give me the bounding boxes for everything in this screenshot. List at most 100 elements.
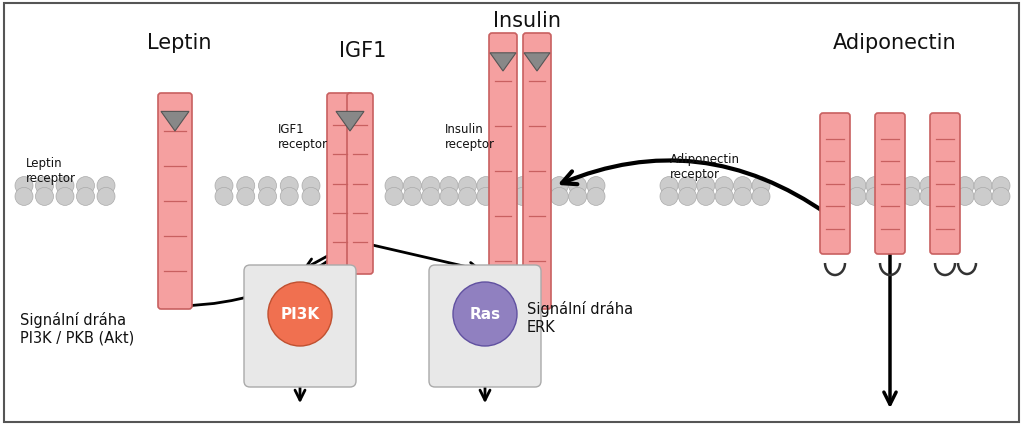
Circle shape: [302, 177, 320, 195]
Circle shape: [259, 177, 276, 195]
Circle shape: [974, 188, 992, 206]
Circle shape: [902, 188, 920, 206]
Circle shape: [532, 188, 550, 206]
Circle shape: [733, 177, 752, 195]
Circle shape: [236, 177, 255, 195]
Text: IGF1: IGF1: [340, 41, 387, 61]
Circle shape: [569, 177, 586, 195]
Circle shape: [660, 177, 678, 195]
Circle shape: [920, 188, 938, 206]
Circle shape: [992, 177, 1010, 195]
Circle shape: [56, 188, 74, 206]
Circle shape: [477, 188, 495, 206]
Circle shape: [660, 188, 678, 206]
Circle shape: [733, 188, 752, 206]
Circle shape: [697, 177, 715, 195]
Circle shape: [974, 177, 992, 195]
Circle shape: [920, 177, 938, 195]
Polygon shape: [336, 112, 364, 132]
Circle shape: [992, 188, 1010, 206]
Circle shape: [458, 177, 477, 195]
Polygon shape: [161, 112, 189, 132]
Circle shape: [421, 188, 440, 206]
FancyBboxPatch shape: [327, 94, 353, 274]
Circle shape: [957, 188, 974, 206]
Circle shape: [302, 188, 320, 206]
Circle shape: [403, 188, 421, 206]
Circle shape: [830, 177, 848, 195]
Text: PI3K: PI3K: [280, 307, 319, 322]
Circle shape: [830, 188, 848, 206]
Circle shape: [752, 188, 770, 206]
Circle shape: [697, 188, 715, 206]
Circle shape: [569, 188, 586, 206]
Text: Signální dráha
ERK: Signální dráha ERK: [527, 301, 633, 334]
Circle shape: [440, 177, 458, 195]
Circle shape: [678, 188, 697, 206]
Circle shape: [15, 188, 33, 206]
Circle shape: [77, 177, 94, 195]
Circle shape: [458, 188, 477, 206]
Circle shape: [215, 177, 233, 195]
Circle shape: [495, 188, 514, 206]
Circle shape: [385, 188, 403, 206]
Polygon shape: [524, 54, 550, 72]
Circle shape: [259, 188, 276, 206]
Circle shape: [36, 177, 53, 195]
Circle shape: [280, 188, 299, 206]
Circle shape: [15, 177, 33, 195]
Circle shape: [215, 188, 233, 206]
Text: Insulin
receptor: Insulin receptor: [445, 122, 495, 150]
Text: Insulin: Insulin: [493, 12, 561, 31]
Circle shape: [453, 282, 517, 346]
Circle shape: [268, 282, 332, 346]
Text: Adiponectin: Adiponectin: [834, 33, 957, 52]
Circle shape: [902, 177, 920, 195]
Circle shape: [56, 177, 74, 195]
Circle shape: [532, 177, 550, 195]
Circle shape: [477, 177, 495, 195]
FancyBboxPatch shape: [158, 94, 192, 309]
Text: Leptin: Leptin: [146, 33, 212, 52]
Circle shape: [550, 188, 568, 206]
Circle shape: [236, 188, 255, 206]
Text: Ras: Ras: [470, 307, 500, 322]
Circle shape: [848, 188, 866, 206]
FancyBboxPatch shape: [244, 265, 356, 387]
Circle shape: [280, 177, 299, 195]
Circle shape: [938, 188, 957, 206]
Circle shape: [550, 177, 568, 195]
Circle shape: [514, 177, 532, 195]
Circle shape: [957, 177, 974, 195]
Circle shape: [866, 188, 884, 206]
FancyBboxPatch shape: [523, 34, 551, 309]
Text: IGF1
receptor: IGF1 receptor: [278, 122, 328, 150]
Circle shape: [884, 188, 902, 206]
FancyBboxPatch shape: [429, 265, 541, 387]
Circle shape: [77, 188, 94, 206]
Circle shape: [715, 188, 733, 206]
Text: Leptin
receptor: Leptin receptor: [26, 156, 76, 184]
Circle shape: [938, 177, 957, 195]
Circle shape: [495, 177, 514, 195]
Circle shape: [587, 188, 605, 206]
Text: Signální dráha
PI3K / PKB (Akt): Signální dráha PI3K / PKB (Akt): [20, 311, 135, 345]
Circle shape: [678, 177, 697, 195]
Circle shape: [752, 177, 770, 195]
Circle shape: [514, 188, 532, 206]
Circle shape: [848, 177, 866, 195]
Circle shape: [97, 177, 115, 195]
FancyBboxPatch shape: [489, 34, 517, 309]
Circle shape: [421, 177, 440, 195]
Polygon shape: [490, 54, 516, 72]
Circle shape: [884, 177, 902, 195]
Circle shape: [385, 177, 403, 195]
Circle shape: [36, 188, 53, 206]
FancyBboxPatch shape: [347, 94, 373, 274]
FancyBboxPatch shape: [930, 114, 960, 254]
FancyBboxPatch shape: [820, 114, 850, 254]
Circle shape: [715, 177, 733, 195]
Circle shape: [866, 177, 884, 195]
Circle shape: [403, 177, 421, 195]
Circle shape: [97, 188, 115, 206]
